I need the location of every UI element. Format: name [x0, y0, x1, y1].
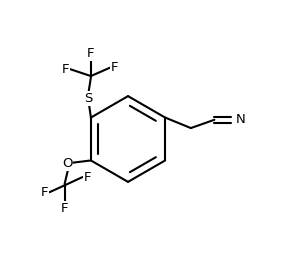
Text: S: S	[84, 92, 92, 105]
Text: N: N	[236, 113, 246, 126]
Text: F: F	[87, 47, 95, 59]
Text: F: F	[41, 186, 48, 199]
Text: O: O	[62, 157, 72, 170]
Text: F: F	[111, 61, 119, 74]
Text: F: F	[61, 63, 69, 76]
Text: F: F	[61, 202, 68, 215]
Text: F: F	[84, 170, 91, 183]
